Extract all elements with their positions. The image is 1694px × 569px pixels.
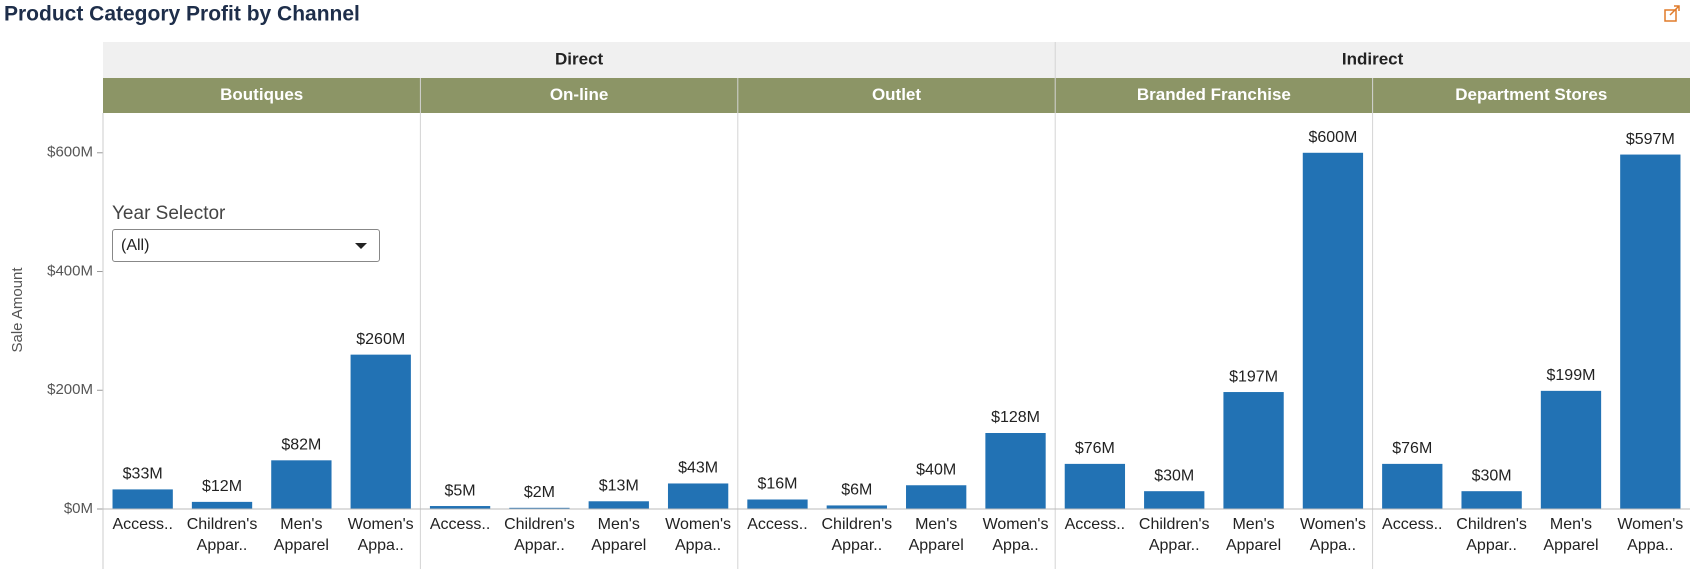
- value-label: $76M: [1392, 440, 1432, 457]
- value-label: $5M: [445, 482, 476, 499]
- value-label: $16M: [757, 476, 797, 493]
- x-tick-label: Access..: [112, 516, 173, 533]
- selector-label: Year Selector: [112, 203, 226, 224]
- value-label: $2M: [524, 484, 555, 501]
- value-label: $197M: [1229, 368, 1278, 385]
- bar: [747, 499, 808, 509]
- bar: [588, 501, 649, 509]
- bar: [1223, 392, 1284, 509]
- x-tick-label: Women's Appa..: [347, 516, 414, 554]
- group-header: [103, 42, 1056, 78]
- bar: [1064, 463, 1126, 509]
- bar: [350, 354, 411, 509]
- bar: [191, 501, 253, 509]
- x-tick-label: Children's Appar..: [504, 516, 575, 554]
- x-tick-label: Children's Appar..: [1456, 516, 1527, 554]
- value-label: $199M: [1547, 367, 1596, 384]
- x-tick-label: Access..: [1382, 516, 1443, 533]
- channel-header: [737, 78, 1056, 113]
- channel-header: [103, 78, 421, 113]
- x-tick-label: Men's Apparel: [273, 516, 329, 554]
- x-tick-label: Children's Appar..: [186, 516, 258, 554]
- bar: [271, 460, 332, 509]
- bar: [1144, 491, 1205, 509]
- value-label: $260M: [356, 331, 405, 348]
- channel-header: [420, 78, 738, 113]
- value-label: $597M: [1626, 131, 1675, 148]
- x-tick-label: Children's Appar..: [821, 516, 893, 554]
- value-label: $6M: [841, 482, 872, 499]
- x-tick-label: Access..: [429, 516, 491, 533]
- x-tick-label: Men's Apparel: [1225, 516, 1282, 554]
- x-tick-label: Women's Appa..: [982, 516, 1049, 554]
- channel-label: Department Stores: [1455, 85, 1607, 104]
- year-selector: Year Selector (All): [112, 203, 380, 262]
- bar: [112, 489, 173, 509]
- value-label: $30M: [1472, 467, 1512, 484]
- y-tick-label: $400M: [47, 262, 93, 279]
- value-label: $82M: [281, 437, 321, 454]
- chart-title: Product Category Profit by Channel: [4, 3, 360, 26]
- channel-label: On-line: [550, 85, 609, 104]
- value-label: $12M: [202, 478, 242, 495]
- group-label: Direct: [555, 49, 604, 68]
- y-tick-label: $0M: [64, 500, 93, 517]
- x-tick-label: Men's Apparel: [908, 516, 964, 554]
- channel-label: Boutiques: [220, 85, 303, 104]
- y-axis-label: Sale Amount: [9, 267, 26, 353]
- bar: [667, 483, 729, 509]
- bar: [826, 505, 887, 509]
- bar: [1461, 491, 1522, 509]
- group-label: Indirect: [1342, 49, 1404, 68]
- bar: [1382, 463, 1443, 509]
- value-label: $76M: [1075, 440, 1115, 457]
- y-tick-label: $600M: [47, 144, 93, 161]
- x-tick-label: Women's Appa..: [1617, 516, 1684, 554]
- x-tick-label: Access..: [1064, 516, 1126, 533]
- x-tick-label: Women's Appa..: [1299, 516, 1366, 554]
- popout-icon[interactable]: [1664, 5, 1680, 22]
- bar: [429, 506, 491, 509]
- value-label: $600M: [1308, 129, 1357, 146]
- bar: [1302, 152, 1364, 509]
- channel-header: [1055, 78, 1373, 113]
- value-label: $128M: [991, 409, 1040, 426]
- bar: [1540, 390, 1602, 509]
- group-header: [1055, 42, 1690, 78]
- value-label: $13M: [599, 478, 639, 495]
- x-tick-label: Children's Appar..: [1138, 516, 1210, 554]
- bar: [1620, 154, 1681, 510]
- channel-label: Outlet: [872, 85, 921, 104]
- channel-header: [1372, 78, 1690, 113]
- value-label: $40M: [916, 461, 956, 478]
- bar: [906, 485, 967, 509]
- x-tick-label: Access..: [747, 516, 808, 533]
- x-tick-label: Women's Appa..: [665, 516, 732, 554]
- channel-label: Branded Franchise: [1137, 85, 1291, 104]
- x-tick-label: Men's Apparel: [591, 516, 647, 554]
- value-label: $33M: [123, 466, 163, 483]
- x-tick-label: Men's Apparel: [1543, 516, 1599, 554]
- value-label: $43M: [678, 460, 718, 477]
- y-tick-label: $200M: [47, 381, 93, 398]
- bar: [509, 507, 570, 509]
- value-label: $30M: [1154, 467, 1194, 484]
- selector-dropdown[interactable]: (All): [112, 229, 380, 262]
- bar: [985, 433, 1046, 509]
